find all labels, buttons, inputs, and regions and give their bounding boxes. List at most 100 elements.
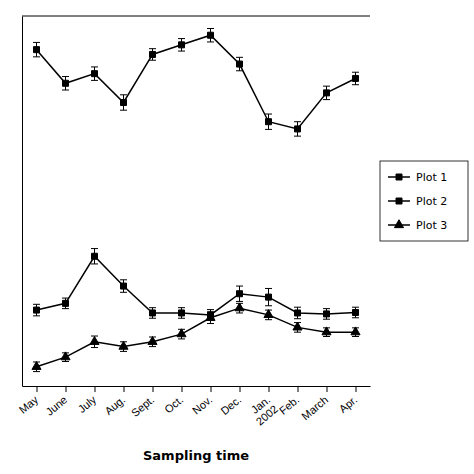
error-bar (33, 304, 40, 316)
marker (351, 327, 360, 335)
marker (32, 362, 41, 370)
error-bar (62, 298, 69, 309)
series (33, 28, 359, 136)
legend-marker (396, 174, 402, 180)
x-tick: March (299, 386, 330, 422)
y-axis-line (22, 17, 23, 387)
chart: MayJuneJulyAug.Sept.Oct.Nov.Dec.Jan.2002… (0, 0, 474, 474)
error-bar (149, 49, 156, 61)
legend-marker (396, 198, 402, 204)
x-tick-label: Oct. (162, 393, 185, 415)
legend-marker (394, 220, 403, 228)
x-tick: May (17, 386, 41, 416)
marker (293, 322, 302, 330)
x-tick-label: May (17, 393, 41, 416)
marker (150, 310, 156, 316)
x-tick-label: Feb. (277, 393, 302, 416)
x-tick: Apr. (337, 386, 360, 415)
series-line (37, 308, 356, 367)
error-bar (352, 307, 359, 318)
marker (324, 311, 330, 317)
legend-frame (380, 161, 468, 241)
x-tick-label: Jan.2002 (246, 393, 280, 427)
x-tick-label: Apr. (337, 393, 360, 415)
marker (324, 90, 330, 96)
x-tick-label: July (76, 393, 99, 415)
series-line (37, 35, 356, 129)
y-axis (22, 17, 23, 387)
x-tick-mark (211, 386, 212, 392)
marker (34, 307, 40, 313)
x-axis-line (23, 386, 371, 387)
marker (353, 75, 359, 81)
x-tick: Nov. (190, 386, 214, 417)
x-tick-mark (95, 386, 96, 392)
error-bar (149, 308, 156, 319)
error-bar (178, 308, 185, 319)
error-bar (294, 122, 301, 136)
marker (295, 126, 301, 132)
marker (179, 42, 185, 48)
legend-label: Plot 1 (416, 171, 447, 184)
x-tick: Aug. (102, 386, 127, 417)
marker (148, 337, 157, 345)
x-tick-mark (182, 386, 183, 392)
marker (206, 313, 215, 321)
x-tick-mark (240, 386, 241, 392)
x-tick-mark (124, 386, 125, 392)
error-bar (265, 114, 272, 129)
marker (61, 352, 70, 360)
x-tick-label: Aug. (102, 393, 127, 417)
error-bar (91, 249, 98, 264)
marker (235, 303, 244, 311)
x-tick-label: Dec. (218, 393, 243, 417)
marker (121, 99, 127, 105)
legend-item: Plot 3 (388, 219, 447, 232)
marker (266, 294, 272, 300)
error-bar (323, 309, 330, 320)
x-tick-mark (37, 386, 38, 392)
series (33, 249, 359, 321)
x-tick: Feb. (277, 386, 302, 417)
error-bar (33, 42, 40, 56)
x-tick-mark (327, 386, 328, 392)
x-tick-mark (356, 386, 357, 392)
legend: Plot 1 Plot 2 Plot 3 (380, 161, 468, 241)
x-axis-title: Sampling time (143, 448, 249, 463)
x-tick: Jan.2002 (246, 386, 280, 428)
marker (208, 32, 214, 38)
plot-area: MayJuneJulyAug.Sept.Oct.Nov.Dec.Jan.2002… (17, 16, 371, 428)
marker (237, 291, 243, 297)
marker (92, 253, 98, 259)
error-bar (236, 57, 243, 70)
error-bar (178, 39, 185, 51)
series-line (37, 256, 356, 315)
marker (34, 47, 40, 53)
marker (63, 80, 69, 86)
x-tick-mark (298, 386, 299, 392)
error-bar (294, 307, 301, 319)
marker (177, 329, 186, 337)
series (32, 303, 360, 372)
legend-item: Plot 2 (388, 195, 447, 208)
marker (295, 310, 301, 316)
error-bar (323, 86, 330, 99)
marker (121, 283, 127, 289)
error-bar (62, 77, 69, 90)
error-bar (207, 28, 214, 41)
marker (322, 327, 331, 335)
marker (119, 341, 128, 349)
x-tick-label: June (43, 393, 69, 418)
marker (150, 51, 156, 57)
legend-item: Plot 1 (388, 171, 447, 184)
marker (179, 310, 185, 316)
plot-frame-top (22, 16, 370, 17)
marks (32, 28, 360, 371)
legend-label: Plot 2 (416, 195, 447, 208)
error-bar (91, 67, 98, 80)
marker (353, 309, 359, 315)
error-bar (352, 72, 359, 84)
marker (266, 119, 272, 125)
marker (92, 71, 98, 77)
x-tick-mark (66, 386, 67, 392)
